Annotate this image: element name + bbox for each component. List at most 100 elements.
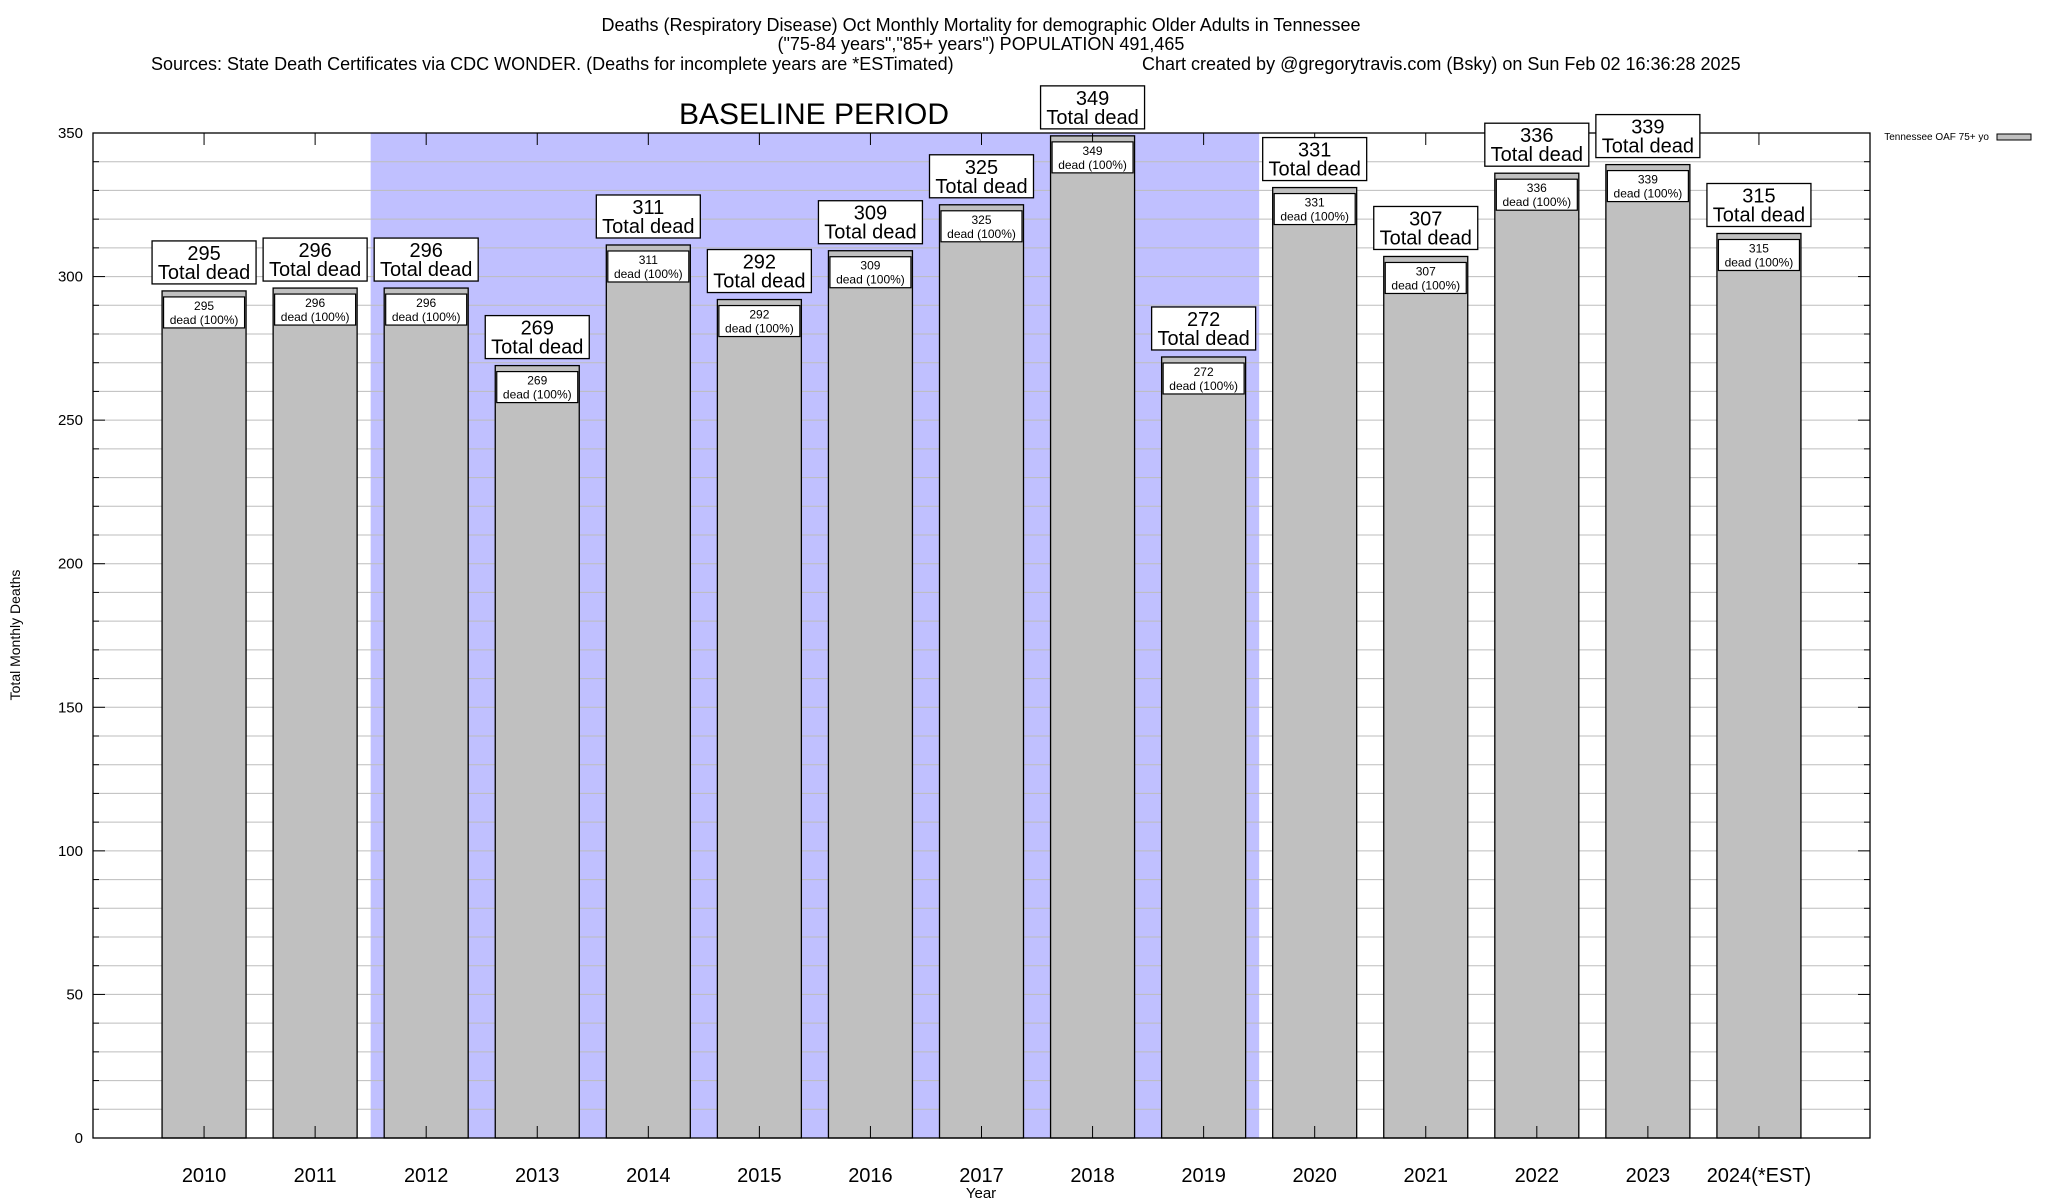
bar-inner-label-box — [718, 304, 801, 338]
bar — [1272, 186, 1358, 1139]
x-tick-label: 2018 — [1070, 1165, 1115, 1187]
bar-total-value-label: 311 — [632, 197, 664, 219]
bar-total-suffix-label: Total dead — [824, 222, 916, 244]
bar — [827, 250, 914, 1139]
chart-title-line-2: ("75-84 years","85+ years") POPULATION 4… — [778, 34, 1185, 54]
bar-inner-percent-label: dead (100%) — [1280, 210, 1349, 224]
chart-sources: Sources: State Death Certificates via CD… — [151, 54, 954, 74]
legend-swatch — [1996, 133, 2032, 141]
y-tick-label: 200 — [58, 556, 83, 573]
y-tick-label: 100 — [58, 843, 83, 860]
bar-total-value-label: 295 — [187, 243, 220, 265]
bar-inner-percent-label: dead (100%) — [836, 273, 905, 287]
bar-inner-value-label: 339 — [1638, 173, 1658, 187]
bar-total-label-box — [1039, 85, 1146, 130]
bar-total-label-box — [373, 237, 479, 282]
bar-inner-label-box — [1273, 192, 1356, 226]
bar-inner-percent-label: dead (100%) — [614, 267, 683, 281]
bar-inner-label-box — [274, 293, 357, 326]
bar-inner-percent-label: dead (100%) — [1614, 187, 1683, 201]
bar-total-suffix-label: Total dead — [380, 259, 472, 281]
bar-inner-label-box — [1051, 141, 1134, 174]
bar-total-suffix-label: Total dead — [1380, 227, 1472, 249]
bar-inner-label-box — [1717, 238, 1801, 272]
bar-total-label-box — [1262, 136, 1368, 182]
x-tick-label: 2021 — [1404, 1165, 1449, 1187]
baseline-period-label: BASELINE PERIOD — [679, 98, 949, 131]
bar-total-label-box — [817, 200, 924, 245]
legend-label: Tennessee OAF 75+ yo — [1884, 132, 1989, 143]
x-tick-label: 2011 — [294, 1165, 337, 1187]
bar-total-suffix-label: Total dead — [1269, 159, 1361, 181]
bar-total-label-box — [706, 248, 813, 294]
bar — [494, 364, 580, 1139]
bar-inner-percent-label: dead (100%) — [1502, 195, 1571, 209]
bars — [161, 135, 1802, 1139]
bar-total-suffix-label: Total dead — [935, 176, 1027, 198]
bar — [1716, 232, 1802, 1139]
y-axis-label: Total Monthly Deaths — [7, 570, 23, 701]
bar-total-value-label: 315 — [1742, 186, 1775, 208]
bar-total-suffix-label: Total dead — [602, 216, 694, 238]
bar-inner-value-label: 331 — [1305, 196, 1325, 210]
x-tick-label: 2019 — [1181, 1165, 1226, 1187]
y-tick-label: 0 — [75, 1130, 83, 1147]
bar-total-suffix-label: Total dead — [491, 337, 583, 359]
bar-inner-value-label: 309 — [860, 259, 880, 273]
x-tick-label: 2017 — [959, 1165, 1004, 1187]
bar-total-value-label: 325 — [965, 157, 998, 179]
chart-title-line-1: Deaths (Respiratory Disease) Oct Monthly… — [602, 15, 1361, 35]
bar-inner-label-box — [496, 370, 579, 404]
bar-inner-percent-label: dead (100%) — [503, 388, 572, 402]
bar — [1160, 356, 1247, 1139]
bar-total-value-label: 296 — [410, 240, 443, 262]
bar-total-suffix-label: Total dead — [158, 262, 250, 284]
bar-inner-label-box — [385, 293, 468, 326]
bar-inner-value-label: 315 — [1749, 242, 1769, 256]
bar-inner-value-label: 295 — [194, 299, 214, 313]
bar-inner-label-box — [1495, 178, 1578, 211]
bar-total-label-box — [1150, 306, 1257, 351]
bar-total-suffix-label: Total dead — [713, 271, 805, 293]
bar-inner-label-box — [829, 256, 912, 289]
bar — [1605, 163, 1691, 1139]
bar-total-label-box — [484, 314, 590, 360]
bar-total-suffix-label: Total dead — [269, 259, 361, 281]
bar-inner-label-box — [940, 210, 1023, 243]
x-tick-label: 2022 — [1515, 1165, 1560, 1187]
bar-inner-value-label: 325 — [971, 213, 991, 227]
bar-total-label-box — [928, 154, 1035, 199]
bar — [383, 287, 469, 1139]
bar-inner-value-label: 296 — [416, 296, 436, 310]
x-tick-label: 2010 — [182, 1165, 227, 1187]
bar-inner-value-label: 269 — [527, 374, 547, 388]
bar-total-value-label: 336 — [1520, 125, 1553, 147]
bar-total-value-label: 339 — [1631, 117, 1664, 139]
x-tick-label: 2024(*EST) — [1707, 1165, 1812, 1187]
bar-total-value-label: 349 — [1076, 88, 1109, 110]
chart-credit: Chart created by @gregorytravis.com (Bsk… — [1142, 54, 1741, 74]
bar-inner-value-label: 292 — [749, 308, 769, 322]
bar-inner-percent-label: dead (100%) — [281, 310, 350, 324]
bar-inner-value-label: 272 — [1194, 365, 1214, 379]
bar — [1383, 255, 1469, 1139]
bar-total-label-box — [1706, 182, 1812, 228]
bar-total-suffix-label: Total dead — [1491, 144, 1583, 166]
legend: Tennessee OAF 75+ yo — [1884, 132, 2032, 143]
bar-inner-percent-label: dead (100%) — [947, 227, 1016, 241]
bar-inner-value-label: 307 — [1416, 264, 1436, 278]
bar-total-value-label: 307 — [1409, 208, 1442, 230]
bar-inner-percent-label: dead (100%) — [1391, 278, 1460, 292]
bar — [1494, 172, 1580, 1139]
bar-inner-label-box — [607, 250, 690, 283]
bar-total-label-box — [1373, 205, 1479, 251]
bar-inner-percent-label: dead (100%) — [725, 322, 794, 336]
x-tick-label: 2023 — [1626, 1165, 1671, 1187]
bar-inner-percent-label: dead (100%) — [170, 313, 239, 327]
bar-inner-value-label: 296 — [305, 296, 325, 310]
x-tick-label: 2015 — [737, 1165, 782, 1187]
y-tick-label: 350 — [58, 125, 83, 142]
bar-total-value-label: 331 — [1298, 140, 1331, 162]
bar-inner-percent-label: dead (100%) — [392, 310, 461, 324]
bar-total-suffix-label: Total dead — [1046, 107, 1138, 129]
